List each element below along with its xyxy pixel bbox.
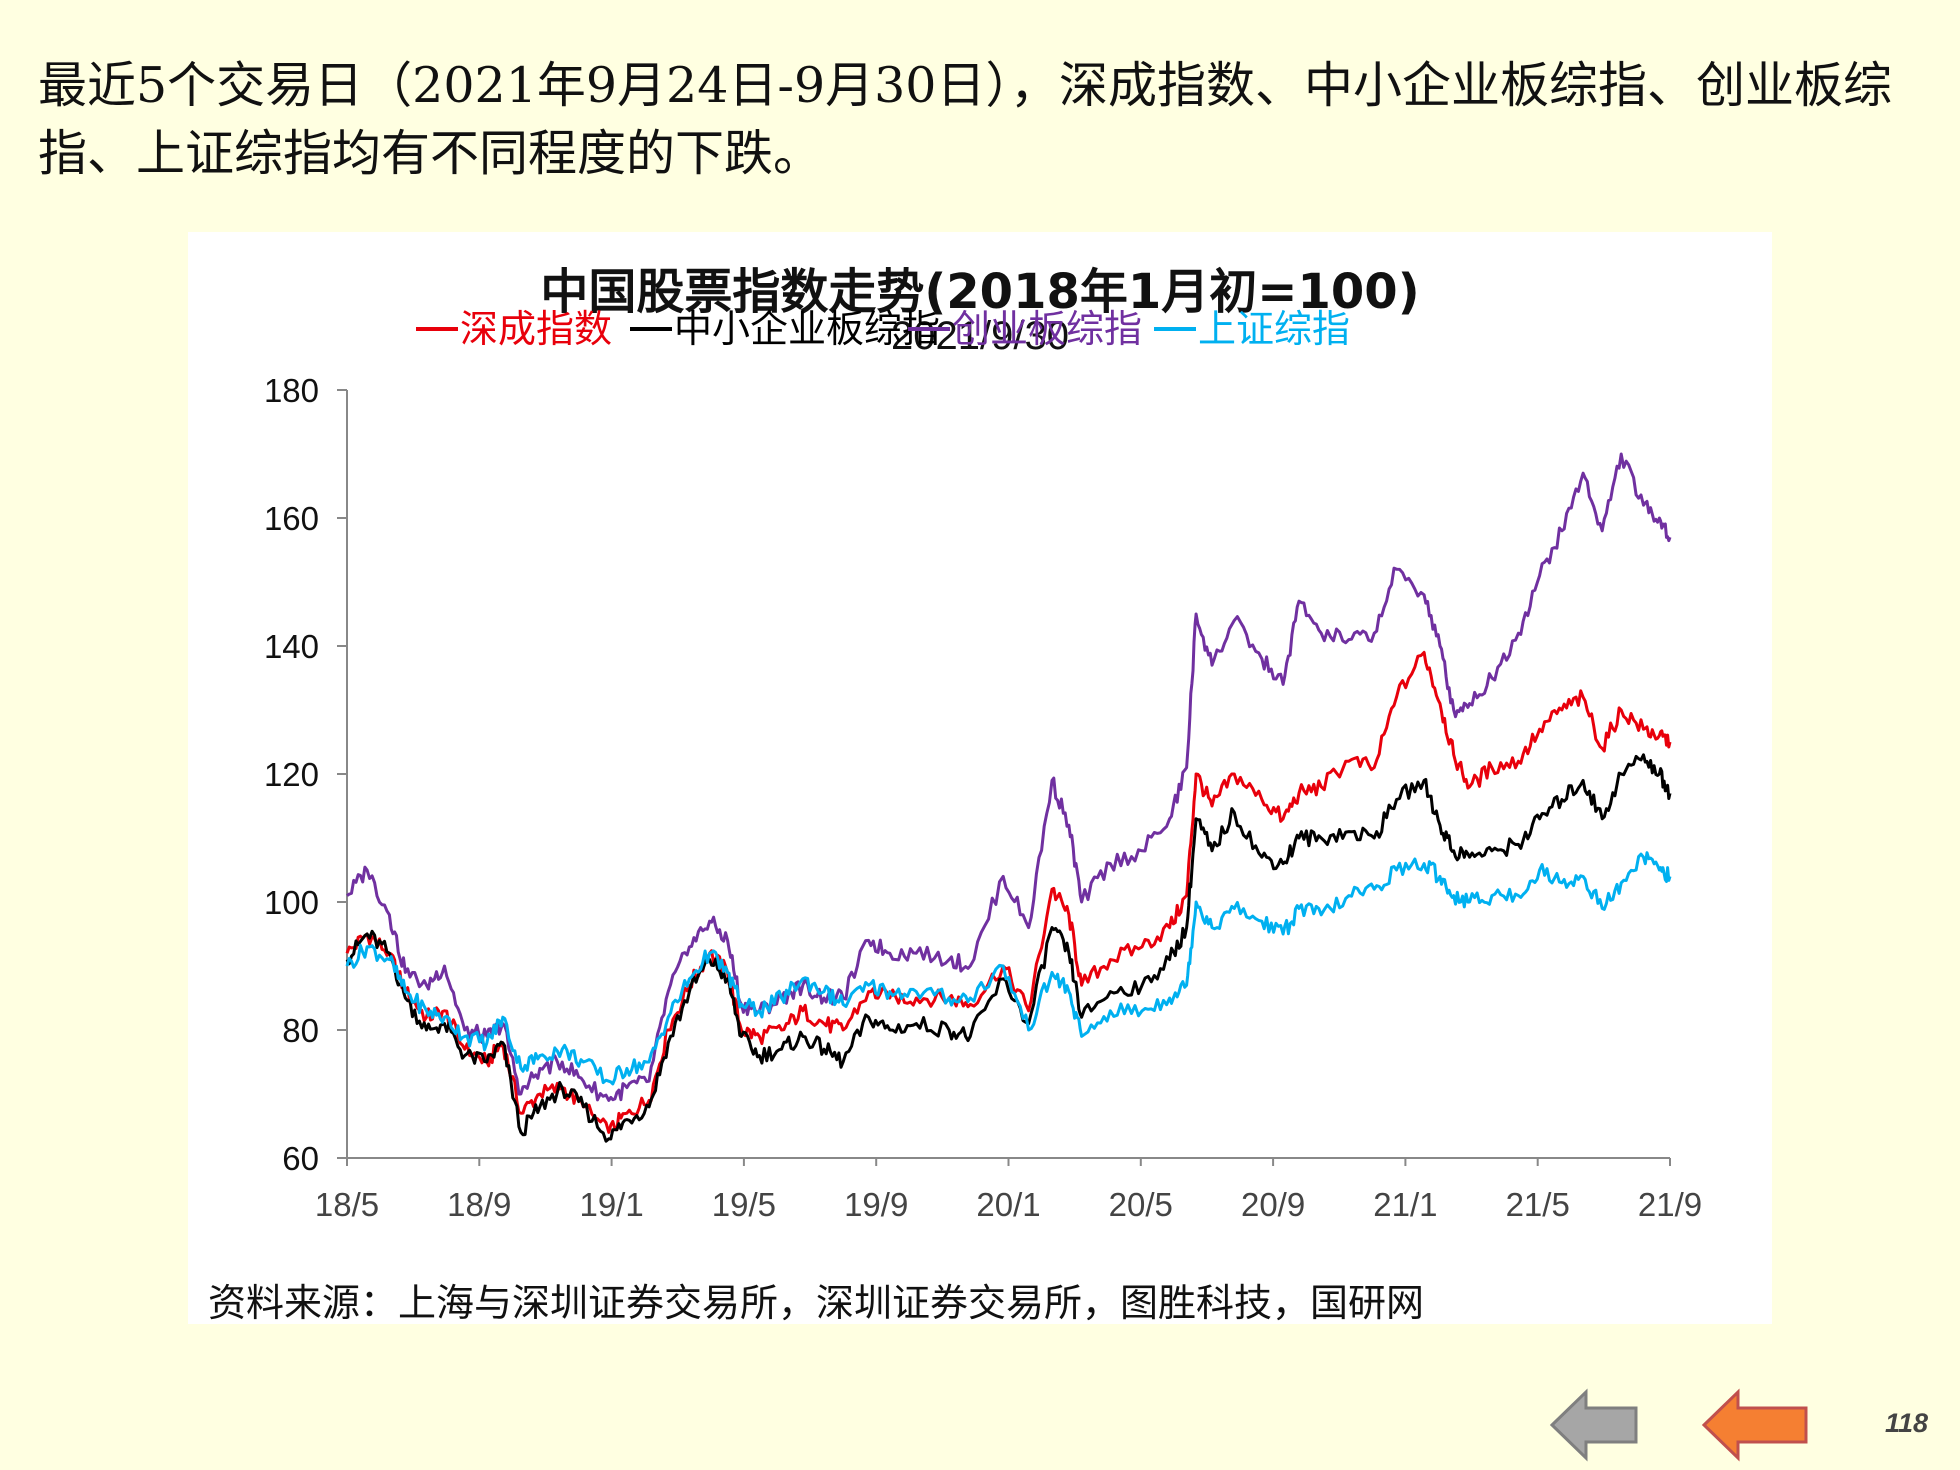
y-tick-label: 100 [264,884,319,921]
y-tick-label: 140 [264,628,319,665]
x-tick-label: 19/5 [712,1186,776,1223]
x-tick-label: 20/5 [1109,1186,1173,1223]
series-line-4 [345,851,1672,1086]
arrow-left-orange-icon [1701,1388,1808,1462]
y-tick-label: 60 [282,1140,319,1177]
x-tick-label: 18/9 [447,1186,511,1223]
arrow-left-gray-icon [1549,1388,1638,1462]
series-line-2 [345,753,1672,1143]
x-tick-label: 19/9 [844,1186,908,1223]
x-tick-label: 21/5 [1506,1186,1570,1223]
x-tick-label: 20/9 [1241,1186,1305,1223]
series-line-3 [346,452,1672,1102]
y-tick-label: 180 [264,372,319,409]
y-tick-label: 160 [264,500,319,537]
legend-label: 深成指数 [460,307,612,351]
x-tick-label: 21/1 [1373,1186,1437,1223]
x-tick-label: 20/1 [976,1186,1040,1223]
y-tick-label: 120 [264,756,319,793]
page-number: 118 [1885,1408,1929,1438]
x-tick-label: 18/5 [315,1186,379,1223]
chart-card: 中国股票指数走势(2018年1月初=100) 2021/9/30 60 80 100… [188,232,1772,1325]
source-note: 资料来源：上海与深圳证券交易所，深圳证券交易所，图胜科技，国研网 [208,1281,1425,1325]
legend-label: 创业板综指 [952,307,1142,351]
x-tick-label: 21/9 [1638,1186,1702,1223]
legend-label: 中小企业板综指 [674,307,940,351]
chart-title: 中国股票指数走势(2018年1月初=100) [540,264,1420,320]
next-slide-button[interactable] [1700,1388,1810,1462]
line-chart: 60 80 100 120 140 160 180 18/5 18/9 19/1 19/5 19/9 2… [264,307,1702,1223]
chart-subtitle: 2021/9/30 [891,314,1069,358]
x-tick-label: 19/1 [579,1186,643,1223]
series-line-1 [345,650,1672,1134]
y-tick-label: 80 [282,1012,319,1049]
prev-slide-button[interactable] [1548,1388,1640,1462]
headline: 最近5个交易日（2021年9月24日-9月30日），深成指数、中小企业板综指、创… [38,57,1892,182]
legend-label: 上证综指 [1198,307,1350,351]
